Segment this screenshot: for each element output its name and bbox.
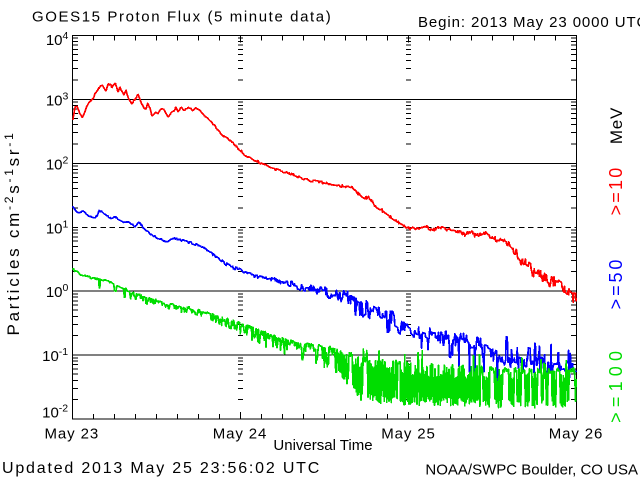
- svg-text:10: 10: [46, 93, 63, 110]
- svg-text:10: 10: [42, 405, 59, 422]
- svg-text:Updated 2013 May 25 23:56:02 U: Updated 2013 May 25 23:56:02 UTC: [2, 460, 321, 477]
- svg-text:10: 10: [46, 156, 63, 173]
- svg-text:May 25: May 25: [381, 426, 436, 443]
- svg-text:10: 10: [46, 32, 63, 49]
- svg-text:>=10: >=10: [606, 166, 626, 216]
- svg-text:Universal Time: Universal Time: [273, 437, 372, 454]
- svg-text:10: 10: [46, 220, 63, 237]
- svg-text:-1: -1: [59, 346, 68, 358]
- svg-text:GOES15 Proton Flux (5 minute d: GOES15 Proton Flux (5 minute data): [32, 9, 332, 26]
- svg-text:0: 0: [63, 282, 69, 294]
- svg-text:4: 4: [63, 30, 69, 42]
- svg-text:May 23: May 23: [45, 426, 100, 443]
- svg-text:Begin: 2013 May 23 0000 UTC: Begin: 2013 May 23 0000 UTC: [418, 14, 640, 31]
- svg-text:-2: -2: [59, 403, 68, 415]
- svg-text:May 24: May 24: [213, 426, 268, 443]
- svg-text:2: 2: [63, 154, 69, 166]
- svg-text:NOAA/SWPC Boulder, CO USA: NOAA/SWPC Boulder, CO USA: [425, 462, 638, 479]
- svg-text:3: 3: [63, 91, 69, 103]
- svg-text:1: 1: [63, 218, 69, 230]
- svg-text:Particles cm-2s-1sr-1: Particles cm-2s-1sr-1: [2, 130, 23, 335]
- svg-text:10: 10: [42, 348, 59, 365]
- svg-text:>=100: >=100: [606, 346, 626, 423]
- svg-text:May 26: May 26: [549, 426, 604, 443]
- svg-text:10: 10: [46, 284, 63, 301]
- svg-text:MeV: MeV: [607, 107, 626, 144]
- svg-text:>=50: >=50: [606, 257, 626, 310]
